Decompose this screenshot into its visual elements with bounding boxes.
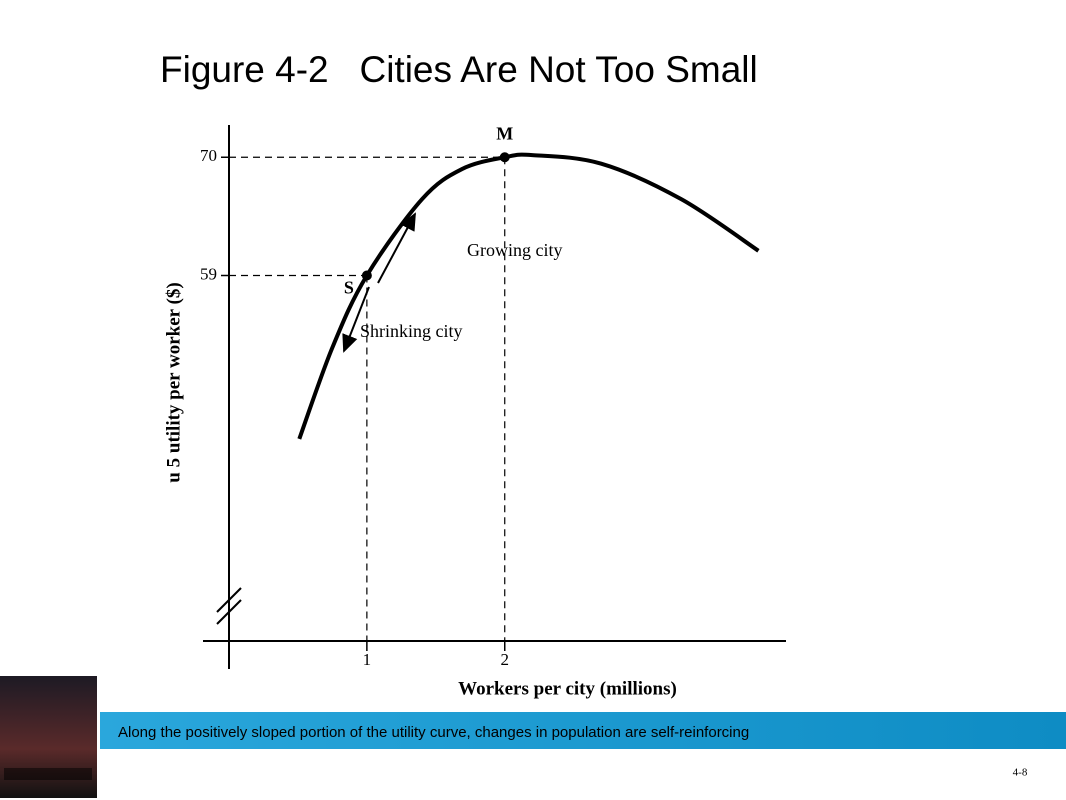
- point-label: M: [496, 123, 513, 143]
- x-tick-label: 2: [500, 650, 509, 669]
- arrow: [342, 286, 370, 353]
- x-tick-label: 1: [363, 650, 372, 669]
- slide-title: Figure 4-2 Cities Are Not Too Small: [160, 49, 758, 90]
- annotation: Shrinking city: [360, 321, 463, 341]
- y-axis-label: u 5 utility per worker ($): [163, 282, 184, 482]
- utility-curve: [297, 152, 760, 440]
- book-cover-band: [4, 768, 92, 780]
- arrow: [377, 212, 416, 284]
- y-tick-label: 70: [200, 146, 217, 165]
- caption-band: [100, 712, 1066, 749]
- point-label: S: [344, 278, 354, 298]
- annotation: Growing city: [467, 240, 562, 260]
- x-axis-label: Workers per city (millions): [458, 678, 677, 699]
- caption: Along the positively sloped portion of t…: [118, 724, 749, 741]
- page-number: 4-8: [1013, 767, 1028, 779]
- y-tick-label: 59: [200, 264, 217, 283]
